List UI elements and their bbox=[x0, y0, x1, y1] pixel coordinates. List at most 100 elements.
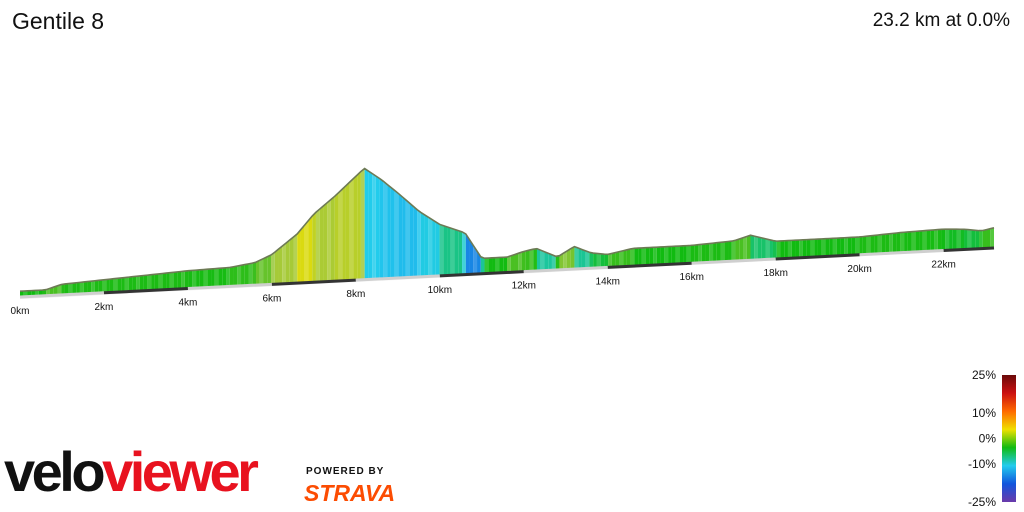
profile-fill-group bbox=[20, 168, 994, 296]
profile-strip bbox=[233, 266, 238, 286]
gradient-label: 25% bbox=[972, 368, 996, 382]
profile-strip bbox=[619, 250, 624, 266]
profile-strip bbox=[387, 184, 391, 278]
profile-strip bbox=[462, 231, 466, 274]
profile-strip bbox=[570, 246, 575, 269]
profile-strip bbox=[342, 185, 346, 280]
profile-strip bbox=[338, 189, 343, 280]
profile-strip bbox=[282, 243, 286, 283]
profile-strip bbox=[926, 230, 931, 251]
profile-strip bbox=[716, 242, 721, 261]
profile-strip bbox=[124, 277, 129, 291]
profile-strip bbox=[806, 239, 811, 257]
profile-strip bbox=[72, 282, 77, 294]
profile-strip bbox=[930, 229, 935, 251]
profile-strip bbox=[31, 290, 35, 296]
profile-strip bbox=[907, 231, 912, 252]
profile-strip bbox=[982, 229, 987, 248]
profile-strip bbox=[241, 264, 245, 285]
profile-strip bbox=[169, 272, 174, 289]
profile-strip bbox=[465, 233, 470, 274]
profile-strip bbox=[349, 178, 354, 280]
profile-strip bbox=[20, 291, 24, 296]
profile-strip bbox=[645, 247, 650, 265]
profile-strip bbox=[671, 246, 676, 264]
profile-strip bbox=[151, 274, 155, 290]
profile-strip bbox=[675, 246, 680, 264]
baseline-segment bbox=[103, 287, 189, 295]
profile-strip bbox=[132, 276, 137, 291]
profile-strip bbox=[514, 253, 519, 272]
profile-strip bbox=[705, 243, 710, 262]
profile-strip bbox=[563, 251, 567, 269]
profile-strip bbox=[106, 279, 110, 292]
profile-strip bbox=[660, 246, 665, 264]
profile-strip bbox=[600, 253, 605, 267]
profile-strip bbox=[507, 255, 511, 272]
profile-strip bbox=[877, 234, 882, 253]
strava-logo[interactable]: STRAVA bbox=[304, 480, 396, 506]
profile-strip bbox=[664, 246, 669, 264]
profile-strip bbox=[641, 247, 646, 265]
profile-strip bbox=[960, 229, 965, 249]
profile-strip bbox=[23, 290, 28, 296]
baseline-segment bbox=[187, 282, 272, 291]
profile-strip bbox=[263, 256, 268, 284]
route-summary: 23.2 km at 0.0% bbox=[872, 10, 1010, 31]
profile-strip bbox=[473, 245, 478, 274]
profile-strip bbox=[49, 287, 54, 295]
profile-strip bbox=[945, 229, 950, 250]
profile-strip bbox=[604, 254, 609, 267]
profile-strip bbox=[851, 237, 856, 255]
profile-strip bbox=[87, 281, 92, 293]
profile-strip bbox=[222, 267, 227, 286]
profile-strip bbox=[480, 256, 485, 273]
profile-strip bbox=[38, 290, 43, 296]
baseline-segment bbox=[607, 261, 692, 269]
x-tick-label: 16km bbox=[679, 272, 703, 283]
profile-strip bbox=[289, 237, 294, 283]
profile-strip bbox=[885, 233, 890, 253]
profile-strip bbox=[353, 175, 358, 280]
profile-strip bbox=[300, 224, 305, 282]
profile-strip bbox=[881, 234, 886, 253]
profile-strip bbox=[555, 255, 560, 270]
profile-strip bbox=[229, 266, 234, 286]
profile-strip bbox=[787, 240, 792, 258]
profile-strip bbox=[218, 268, 223, 287]
profile-strip bbox=[593, 253, 597, 268]
profile-strip bbox=[304, 220, 309, 282]
profile-strip bbox=[559, 253, 564, 269]
profile-strip bbox=[398, 193, 403, 277]
profile-strip bbox=[297, 229, 301, 283]
profile-strip bbox=[308, 216, 313, 282]
profile-strip bbox=[360, 168, 365, 279]
profile-strip bbox=[799, 239, 803, 257]
profile-strip bbox=[94, 280, 99, 293]
profile-strip bbox=[776, 240, 781, 258]
veloviewer-logo[interactable]: veloviewer bbox=[4, 444, 259, 500]
profile-strip bbox=[518, 252, 522, 271]
profile-strip bbox=[686, 245, 691, 263]
profile-strip bbox=[825, 238, 830, 256]
profile-strip bbox=[743, 236, 747, 260]
profile-strip bbox=[896, 232, 901, 252]
profile-strip bbox=[757, 237, 762, 259]
profile-strip bbox=[615, 251, 620, 267]
profile-strip bbox=[256, 260, 260, 285]
profile-strip bbox=[937, 229, 942, 250]
profile-strip bbox=[158, 273, 163, 290]
profile-strip bbox=[405, 199, 410, 277]
profile-strip bbox=[630, 248, 635, 266]
profile-strip bbox=[34, 290, 39, 296]
baseline-segment bbox=[859, 249, 944, 257]
profile-strip bbox=[315, 209, 320, 282]
profile-strip bbox=[364, 168, 369, 279]
profile-strip bbox=[952, 229, 957, 250]
x-tick-label: 18km bbox=[763, 268, 787, 279]
profile-strip bbox=[596, 253, 601, 267]
profile-strip bbox=[420, 212, 425, 276]
profile-strip bbox=[649, 247, 654, 265]
profile-strip bbox=[810, 239, 815, 257]
profile-strip bbox=[709, 243, 714, 262]
